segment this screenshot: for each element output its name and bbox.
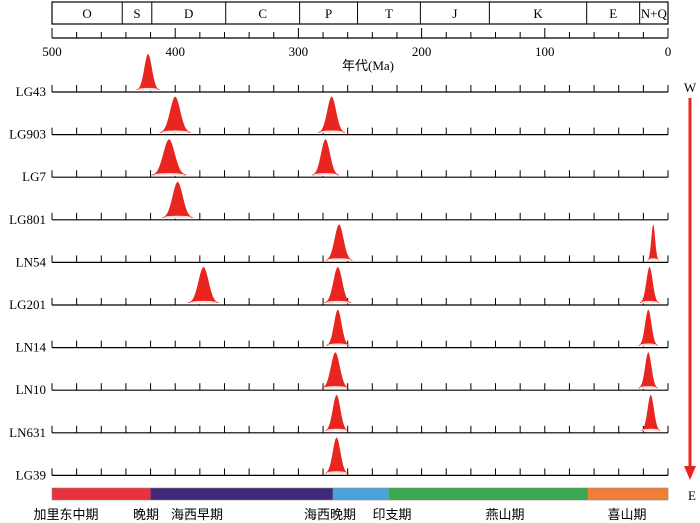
direction-arrow-head <box>684 466 696 480</box>
age-peak <box>324 437 349 474</box>
age-peak-base <box>164 215 192 219</box>
orogeny-segment <box>587 488 668 500</box>
age-peak <box>161 181 194 218</box>
age-tick-label: 0 <box>665 44 672 59</box>
age-peak-base <box>161 130 189 134</box>
age-peak <box>321 352 350 389</box>
geologic-period-bar: O S D C P T J K E N+Q <box>51 1 669 25</box>
sample-row-lg7: LG7 <box>22 139 669 184</box>
direction-east-label: E <box>688 488 696 503</box>
age-peak-base <box>323 386 348 390</box>
sample-label: LG801 <box>9 212 46 227</box>
period-label-C: C <box>258 6 267 21</box>
age-axis: 500 400 300 200 100 0 <box>42 28 671 59</box>
orogeny-bar <box>51 487 669 501</box>
age-axis-label: 年代(Ma) <box>342 58 394 73</box>
age-peak-base <box>138 87 159 92</box>
age-peak-base <box>327 258 351 262</box>
period-label-O: O <box>82 6 91 21</box>
orogeny-label: 燕山期 <box>485 507 524 522</box>
age-peak-base <box>319 130 344 134</box>
sample-label: LG201 <box>9 297 46 312</box>
sample-row-ln54: LN54 <box>16 224 669 269</box>
sample-row-ln631: LN631 <box>9 394 669 440</box>
sample-row-lg903: LG903 <box>9 96 669 142</box>
age-peak <box>324 394 349 431</box>
sample-row-lg801: LG801 <box>9 181 669 227</box>
period-label-N+Q: N+Q <box>641 6 668 21</box>
period-label-P: P <box>325 6 332 21</box>
sample-label: LN10 <box>16 382 46 397</box>
period-label-S: S <box>133 6 140 21</box>
age-peak-base <box>326 471 347 475</box>
period-label-E: E <box>609 6 617 21</box>
orogeny-label: 印支期 <box>372 507 411 522</box>
age-peak <box>638 352 659 389</box>
sample-label: LN631 <box>9 425 46 440</box>
sample-label: LN14 <box>16 340 47 355</box>
age-peak <box>187 267 220 303</box>
orogeny-labels: 加里东中期 晚期 海西早期 海西晚期 印支期 燕山期 喜山期 <box>33 507 646 522</box>
age-peak-base <box>313 173 338 177</box>
age-peak <box>325 309 350 346</box>
period-label-K: K <box>533 6 543 21</box>
age-peak-base <box>153 173 185 177</box>
period-bar-frame <box>51 1 669 25</box>
age-peak <box>311 139 340 176</box>
period-label-D: D <box>184 6 193 21</box>
age-peak-base <box>326 300 350 305</box>
sample-label: LG43 <box>16 84 46 99</box>
age-peak <box>159 96 191 133</box>
age-peak-base <box>642 428 660 432</box>
direction-indicator: W E <box>684 80 697 503</box>
age-tick-label: 300 <box>289 44 309 59</box>
orogeny-label: 海西晚期 <box>304 507 356 522</box>
orogeny-label: 喜山期 <box>607 507 646 522</box>
orogeny-label: 晚期 <box>133 507 159 522</box>
age-peak <box>640 394 661 431</box>
period-label-T: T <box>385 6 393 21</box>
orogeny-segment <box>150 488 333 500</box>
age-peak-base <box>648 258 659 262</box>
period-label-J: J <box>452 6 457 21</box>
sample-label: LG39 <box>16 467 46 482</box>
age-tick-label: 100 <box>535 44 555 59</box>
age-peak-base <box>326 428 347 432</box>
age-peak <box>638 309 659 346</box>
age-peak-base <box>641 300 658 305</box>
orogeny-label: 加里东中期 <box>33 507 98 522</box>
orogeny-segment <box>52 488 151 500</box>
age-tick-label: 500 <box>42 44 62 59</box>
age-tick-label: 200 <box>412 44 432 59</box>
sample-row-ln14: LN14 <box>16 309 669 355</box>
sample-row-ln10: LN10 <box>16 352 669 397</box>
age-peak-base <box>639 386 657 390</box>
sample-label: LG7 <box>22 169 46 184</box>
direction-west-label: W <box>684 80 697 95</box>
sample-row-lg39: LG39 <box>16 437 669 482</box>
age-peak-base <box>639 343 657 347</box>
age-tick-label: 400 <box>165 44 185 59</box>
sample-rows: LG43 LG903 LG7 LG801 LN54 LG201 LN14 LN10 LN631 L… <box>9 54 669 482</box>
age-peak <box>324 267 352 303</box>
orogeny-segment <box>332 488 389 500</box>
age-peak-base <box>190 300 217 305</box>
sample-label: LG903 <box>9 127 46 142</box>
age-peak <box>639 267 660 303</box>
age-peak-base <box>327 343 348 347</box>
orogeny-segment <box>388 488 588 500</box>
sample-row-lg201: LG201 <box>9 267 669 312</box>
orogeny-label: 海西早期 <box>171 507 223 522</box>
age-peak <box>317 96 346 133</box>
age-peak <box>647 224 660 261</box>
age-peak <box>151 139 187 176</box>
orogeny-frame <box>51 487 669 501</box>
sample-label: LN54 <box>16 254 47 269</box>
age-peak <box>325 224 353 261</box>
age-peak <box>136 54 160 90</box>
sample-row-lg43: LG43 <box>16 54 669 99</box>
